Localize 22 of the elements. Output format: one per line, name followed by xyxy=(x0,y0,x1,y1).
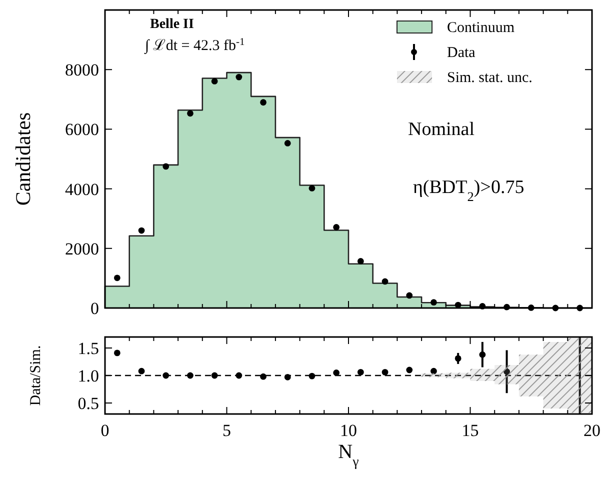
y-tick-label: 0.5 xyxy=(78,394,99,413)
y-tick-label: 4000 xyxy=(65,180,99,199)
annotation: ∫ ℒdt = 42.3 fb$^{-1}$ xyxy=(144,36,245,55)
x-tick-label: 5 xyxy=(222,421,231,440)
x-tick-label: 10 xyxy=(340,421,357,440)
y-tick-label: 1.5 xyxy=(78,339,99,358)
y-tick-label: 2000 xyxy=(65,239,99,258)
x-tick-label: 15 xyxy=(462,421,479,440)
y-tick-label: 0 xyxy=(90,299,99,318)
y-tick-label: 1.0 xyxy=(78,366,99,386)
y-tick-label: 6000 xyxy=(65,120,99,140)
y-axis-title: Data/Sim. xyxy=(28,345,44,406)
legend-label: Data xyxy=(447,45,476,61)
y-tick-label: 8000 xyxy=(65,60,99,80)
x-axis-title: N$_{γ}$ xyxy=(338,441,359,470)
annotation: η(BDT$_{2}$)>0.75 xyxy=(413,177,524,204)
legend-label: Sim. stat. unc. xyxy=(447,70,532,86)
legend-label: Continuum xyxy=(447,20,515,36)
annotation: Nominal xyxy=(408,119,474,140)
y-axis-title: Candidates xyxy=(11,112,35,206)
annotation: Belle II xyxy=(150,17,194,32)
x-tick-label: 20 xyxy=(584,421,600,440)
